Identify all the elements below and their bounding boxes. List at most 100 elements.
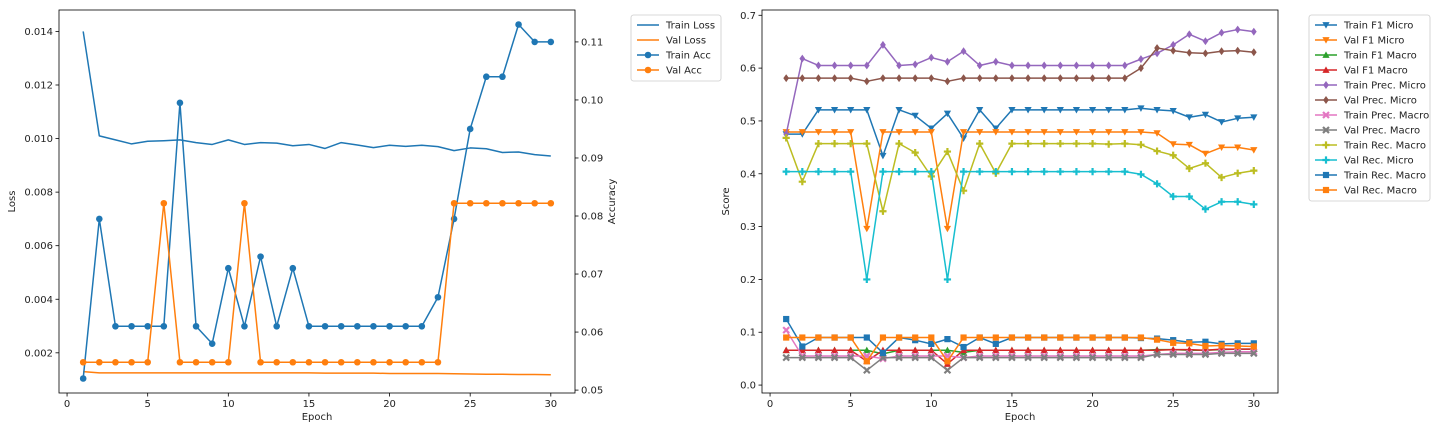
series-train-f1-micro: [782, 105, 1258, 160]
data-point: [1073, 74, 1080, 83]
legend-marker: [1322, 66, 1330, 73]
data-point: [1185, 164, 1193, 173]
data-point: [257, 358, 264, 366]
x-tick-label: 0: [64, 399, 70, 410]
data-point: [337, 322, 345, 330]
data-point: [531, 199, 538, 207]
data-point: [976, 74, 983, 83]
data-point: [782, 168, 790, 176]
data-point: [1121, 334, 1128, 341]
data-point: [992, 57, 999, 66]
series-train-prec-micro: [783, 25, 1257, 139]
data-point: [79, 358, 87, 366]
legend-entry: Train Rec. Macro: [1343, 141, 1426, 152]
legend-marker: [644, 51, 652, 59]
data-point: [515, 199, 522, 207]
data-point: [96, 358, 103, 366]
data-point: [943, 275, 952, 284]
data-point: [515, 21, 522, 28]
data-point: [863, 334, 870, 341]
data-point: [1185, 350, 1194, 359]
data-point: [960, 334, 967, 341]
data-point: [1041, 334, 1048, 341]
data-point: [1088, 106, 1097, 114]
data-point: [927, 168, 935, 176]
x-tick-label: 15: [303, 399, 316, 410]
data-point: [976, 140, 984, 148]
y-right-axis-label: Accuracy: [607, 179, 618, 225]
data-point: [1202, 37, 1209, 46]
data-point: [547, 38, 555, 46]
data-point: [1185, 192, 1193, 201]
data-point: [1024, 346, 1032, 354]
x-tick-label: 25: [1167, 399, 1180, 410]
data-point: [1105, 346, 1113, 354]
data-point: [1024, 129, 1032, 136]
series-line-train-rec-macro: [785, 137, 1254, 213]
data-point: [896, 61, 902, 70]
legend[interactable]: Train Loss Val Loss Train Acc Val Acc: [630, 14, 722, 82]
data-point: [992, 353, 1000, 362]
data-point: [1121, 61, 1128, 70]
data-point: [1057, 334, 1064, 341]
data-point: [1137, 346, 1145, 354]
legend-entry: Val Rec. Micro: [1344, 156, 1414, 167]
data-point: [1138, 55, 1144, 64]
data-point: [1153, 106, 1161, 114]
legend-marker: [1322, 111, 1330, 119]
legend-entry: Train F1 Micro: [1343, 21, 1413, 32]
legend-marker: [1323, 81, 1329, 89]
y-right-tick-label: 0.06: [581, 328, 603, 339]
y-right-tick-label: 0.08: [581, 212, 603, 223]
data-point: [992, 334, 999, 341]
data-point: [531, 38, 538, 46]
data-point: [1185, 141, 1193, 149]
data-point: [1008, 353, 1016, 362]
data-point: [96, 215, 103, 223]
data-point: [483, 73, 490, 81]
data-point: [1105, 334, 1112, 341]
data-point: [960, 74, 967, 83]
data-point: [241, 199, 248, 207]
data-point: [782, 353, 790, 362]
data-point: [927, 129, 935, 136]
data-point: [1072, 346, 1081, 354]
legend[interactable]: Train F1 Micro Val F1 Micro Train F1 Macro…: [1308, 14, 1431, 202]
legend-entry: Val F1 Micro: [1344, 36, 1404, 47]
data-point: [1217, 119, 1226, 126]
data-point: [1217, 144, 1226, 151]
data-point: [305, 358, 313, 366]
data-point: [1234, 198, 1242, 206]
data-point: [783, 74, 790, 83]
data-point: [846, 353, 855, 362]
data-point: [943, 147, 952, 156]
data-point: [783, 315, 790, 323]
data-point: [814, 129, 823, 136]
plot-frame: [761, 9, 1279, 394]
data-point: [1072, 106, 1081, 114]
x-tick-label: 10: [925, 399, 938, 410]
legend-marker: [1323, 96, 1329, 104]
data-point: [863, 106, 871, 114]
y-right-tick-label: 0.11: [581, 37, 603, 48]
data-point: [337, 358, 345, 366]
data-point: [1088, 129, 1097, 136]
data-point: [1234, 169, 1242, 177]
legend-marker: [1322, 37, 1330, 44]
series-val-prec-macro: [782, 349, 1258, 375]
data-point: [943, 346, 952, 354]
data-point: [1201, 111, 1210, 119]
data-point: [895, 353, 903, 362]
data-point: [847, 334, 854, 341]
data-point: [434, 293, 442, 301]
data-point: [830, 140, 839, 148]
y-tick-label: 0.2: [740, 275, 756, 286]
chart-2: 0 5 10 15 20 25 30 0.0 0.1 0.2 0.3 0.4 0.5 0.6 0.7 Epoc…: [721, 9, 1431, 423]
data-point: [1009, 61, 1015, 70]
data-point: [1169, 151, 1177, 159]
data-point: [799, 343, 806, 350]
data-point: [911, 346, 919, 354]
data-point: [144, 322, 151, 330]
data-point: [928, 74, 935, 83]
